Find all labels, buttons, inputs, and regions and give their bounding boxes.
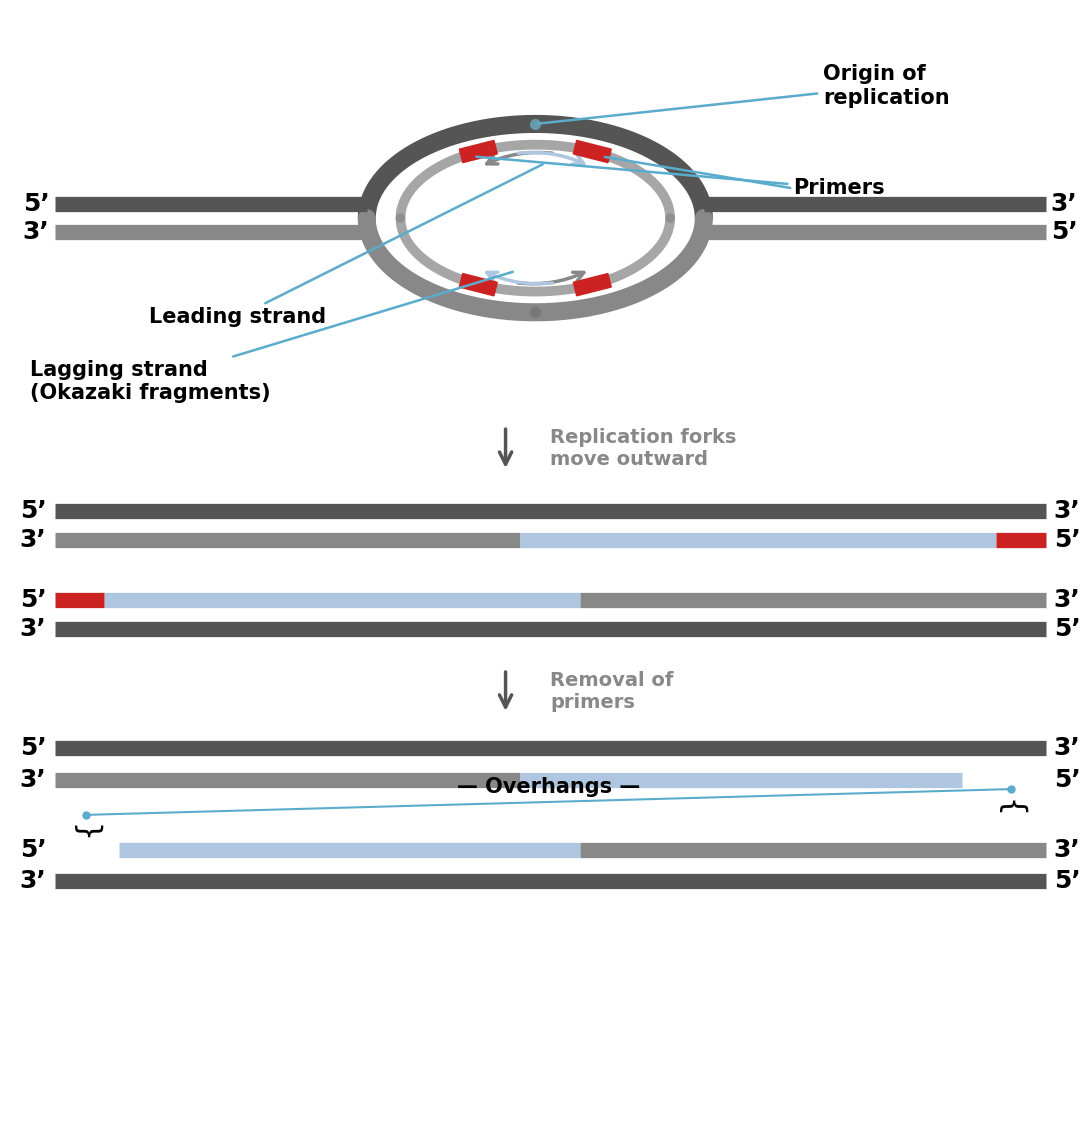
Text: Removal of
primers: Removal of primers	[550, 671, 674, 712]
Text: 5’: 5’	[1054, 528, 1081, 552]
Text: {: {	[71, 818, 101, 837]
Text: 3’: 3’	[23, 220, 50, 244]
Text: 3’: 3’	[1054, 587, 1081, 611]
Text: 5’: 5’	[19, 587, 47, 611]
Text: 5’: 5’	[19, 498, 47, 522]
Text: }: }	[997, 792, 1026, 812]
Text: 5’: 5’	[1051, 220, 1078, 244]
Text: 3’: 3’	[19, 617, 47, 641]
Text: Origin of
replication: Origin of replication	[538, 64, 949, 124]
Text: — Overhangs —: — Overhangs —	[457, 777, 641, 797]
Bar	[573, 141, 611, 163]
Text: 5’: 5’	[1054, 768, 1081, 792]
Text: 5’: 5’	[19, 838, 47, 861]
Bar	[573, 274, 611, 295]
Bar	[460, 141, 498, 163]
Text: Lagging strand
(Okazaki fragments): Lagging strand (Okazaki fragments)	[29, 271, 513, 403]
Text: Replication forks
move outward: Replication forks move outward	[550, 428, 737, 469]
Text: 3’: 3’	[1054, 736, 1081, 760]
Bar	[460, 274, 498, 295]
Text: Primers: Primers	[476, 157, 885, 198]
Text: 5’: 5’	[1054, 869, 1081, 893]
Text: 3’: 3’	[1054, 498, 1081, 522]
Text: 3’: 3’	[19, 768, 47, 792]
Text: 3’: 3’	[19, 528, 47, 552]
Text: Leading strand: Leading strand	[148, 164, 543, 327]
Text: 5’: 5’	[19, 736, 47, 760]
Text: 3’: 3’	[1054, 838, 1081, 861]
Text: 5’: 5’	[23, 192, 50, 216]
Text: 3’: 3’	[1051, 192, 1078, 216]
Text: 5’: 5’	[1054, 617, 1081, 641]
Text: 3’: 3’	[19, 869, 47, 893]
